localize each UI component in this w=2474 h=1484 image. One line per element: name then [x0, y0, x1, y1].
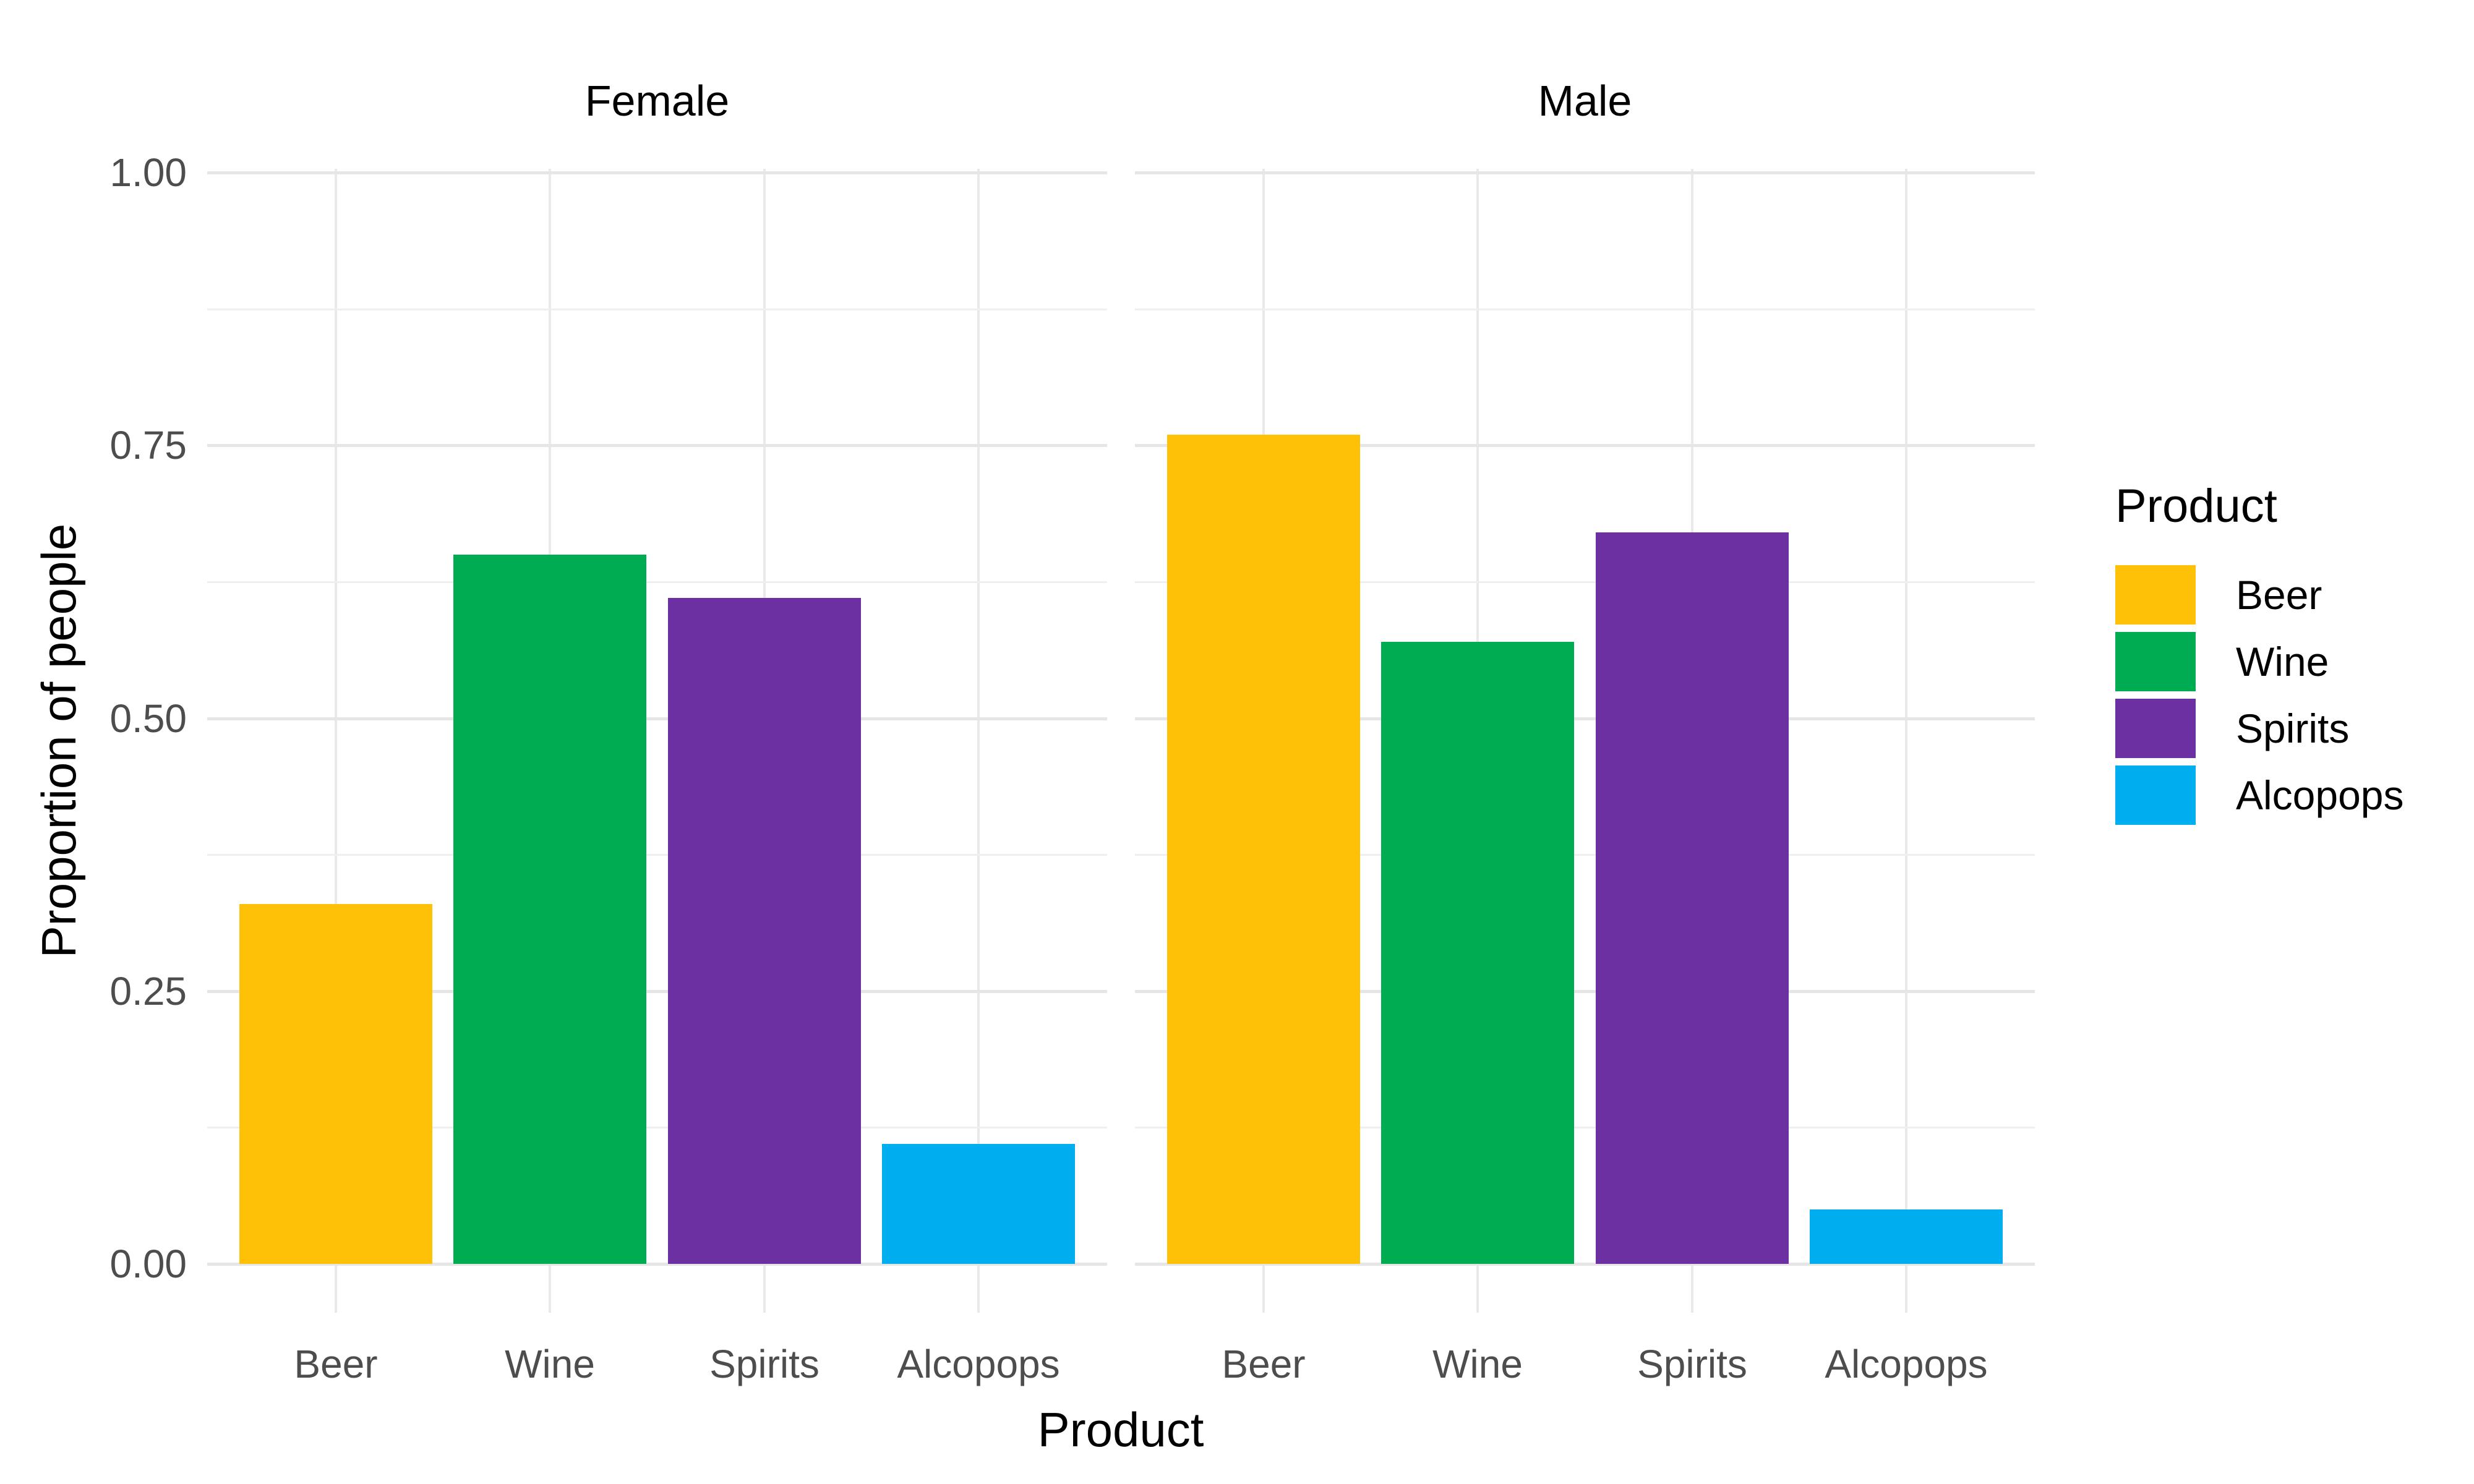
- bar-male-wine: [1381, 642, 1574, 1264]
- bar-female-spirits: [668, 598, 861, 1264]
- x-tick-label-wine: Wine: [505, 1342, 595, 1386]
- legend-label: Wine: [2236, 639, 2329, 684]
- bar-male-beer: [1167, 435, 1360, 1264]
- major-gridline: [207, 444, 1107, 448]
- legend: Product Beer Wine Spirits Alcopops: [2115, 479, 2462, 832]
- panel-female: [207, 169, 1107, 1313]
- legend-entry-alcopops: Alcopops: [2115, 765, 2462, 825]
- y-tick-label-1.00: 1.00: [109, 150, 187, 195]
- major-gridline: [1135, 171, 2035, 174]
- y-tick-label-0.50: 0.50: [109, 696, 187, 741]
- vertical-gridline: [977, 169, 980, 1313]
- x-tick-label-alcopops: Alcopops: [1825, 1342, 1988, 1386]
- legend-entry-spirits: Spirits: [2115, 699, 2462, 758]
- x-tick-label-spirits: Spirits: [709, 1342, 820, 1386]
- facet-title-male: Male: [1538, 77, 1632, 125]
- facet-title-female: Female: [584, 77, 730, 125]
- x-tick-label-beer: Beer: [294, 1342, 378, 1386]
- bar-female-alcopops: [882, 1144, 1075, 1264]
- major-gridline: [207, 171, 1107, 174]
- major-gridline: [207, 1263, 1107, 1266]
- bar-female-wine: [453, 555, 646, 1264]
- vertical-gridline: [335, 169, 337, 1313]
- minor-gridline: [207, 581, 1107, 583]
- legend-key-swatch-beer: [2115, 565, 2196, 625]
- legend-label: Beer: [2236, 572, 2322, 618]
- panel-male: [1135, 169, 2035, 1313]
- legend-entry-beer: Beer: [2115, 565, 2462, 625]
- x-tick-label-beer: Beer: [1222, 1342, 1306, 1386]
- legend-key-swatch-alcopops: [2115, 765, 2196, 825]
- y-tick-label-0.25: 0.25: [109, 968, 187, 1013]
- minor-gridline: [207, 308, 1107, 310]
- x-tick-label-alcopops: Alcopops: [897, 1342, 1060, 1386]
- vertical-gridline: [1905, 169, 1907, 1313]
- bar-male-spirits: [1596, 532, 1789, 1264]
- major-gridline: [1135, 444, 2035, 448]
- y-tick-label-0.00: 0.00: [109, 1242, 187, 1286]
- x-tick-label-wine: Wine: [1432, 1342, 1523, 1386]
- minor-gridline: [1135, 854, 2035, 856]
- minor-gridline: [1135, 581, 2035, 583]
- major-gridline: [207, 989, 1107, 993]
- legend-entries: Beer Wine Spirits Alcopops: [2115, 565, 2462, 825]
- major-gridline: [207, 717, 1107, 720]
- y-tick-label-0.75: 0.75: [109, 423, 187, 468]
- minor-gridline: [1135, 1127, 2035, 1129]
- minor-gridline: [1135, 308, 2035, 310]
- legend-title: Product: [2115, 480, 2277, 532]
- legend-label: Spirits: [2236, 706, 2350, 751]
- minor-gridline: [207, 1127, 1107, 1129]
- bar-female-beer: [239, 904, 432, 1264]
- legend-label: Alcopops: [2236, 772, 2404, 818]
- x-tick-label-spirits: Spirits: [1637, 1342, 1747, 1386]
- major-gridline: [1135, 989, 2035, 993]
- bar-male-alcopops: [1810, 1209, 2003, 1264]
- major-gridline: [1135, 1263, 2035, 1266]
- minor-gridline: [207, 854, 1107, 856]
- x-axis-title: Product: [1037, 1402, 1204, 1457]
- legend-key-swatch-wine: [2115, 632, 2196, 691]
- legend-entry-wine: Wine: [2115, 632, 2462, 691]
- major-gridline: [1135, 717, 2035, 720]
- legend-key-swatch-spirits: [2115, 699, 2196, 758]
